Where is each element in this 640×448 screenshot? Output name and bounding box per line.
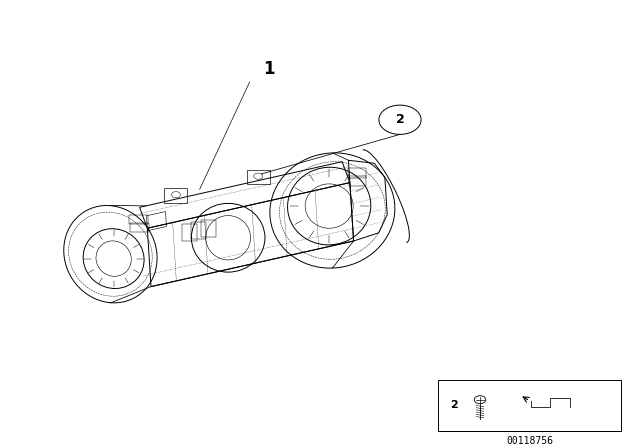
- Text: 1: 1: [263, 60, 275, 78]
- Bar: [348, 168, 366, 178]
- Bar: [200, 220, 216, 237]
- Bar: [246, 170, 269, 184]
- Bar: [129, 215, 148, 224]
- Text: 00118756: 00118756: [506, 436, 553, 446]
- Text: 2: 2: [396, 113, 404, 126]
- Bar: [438, 380, 621, 431]
- Bar: [130, 224, 149, 233]
- Bar: [349, 176, 367, 185]
- Bar: [182, 224, 197, 241]
- Bar: [164, 189, 188, 202]
- Text: 2: 2: [450, 400, 458, 409]
- Bar: [191, 222, 207, 239]
